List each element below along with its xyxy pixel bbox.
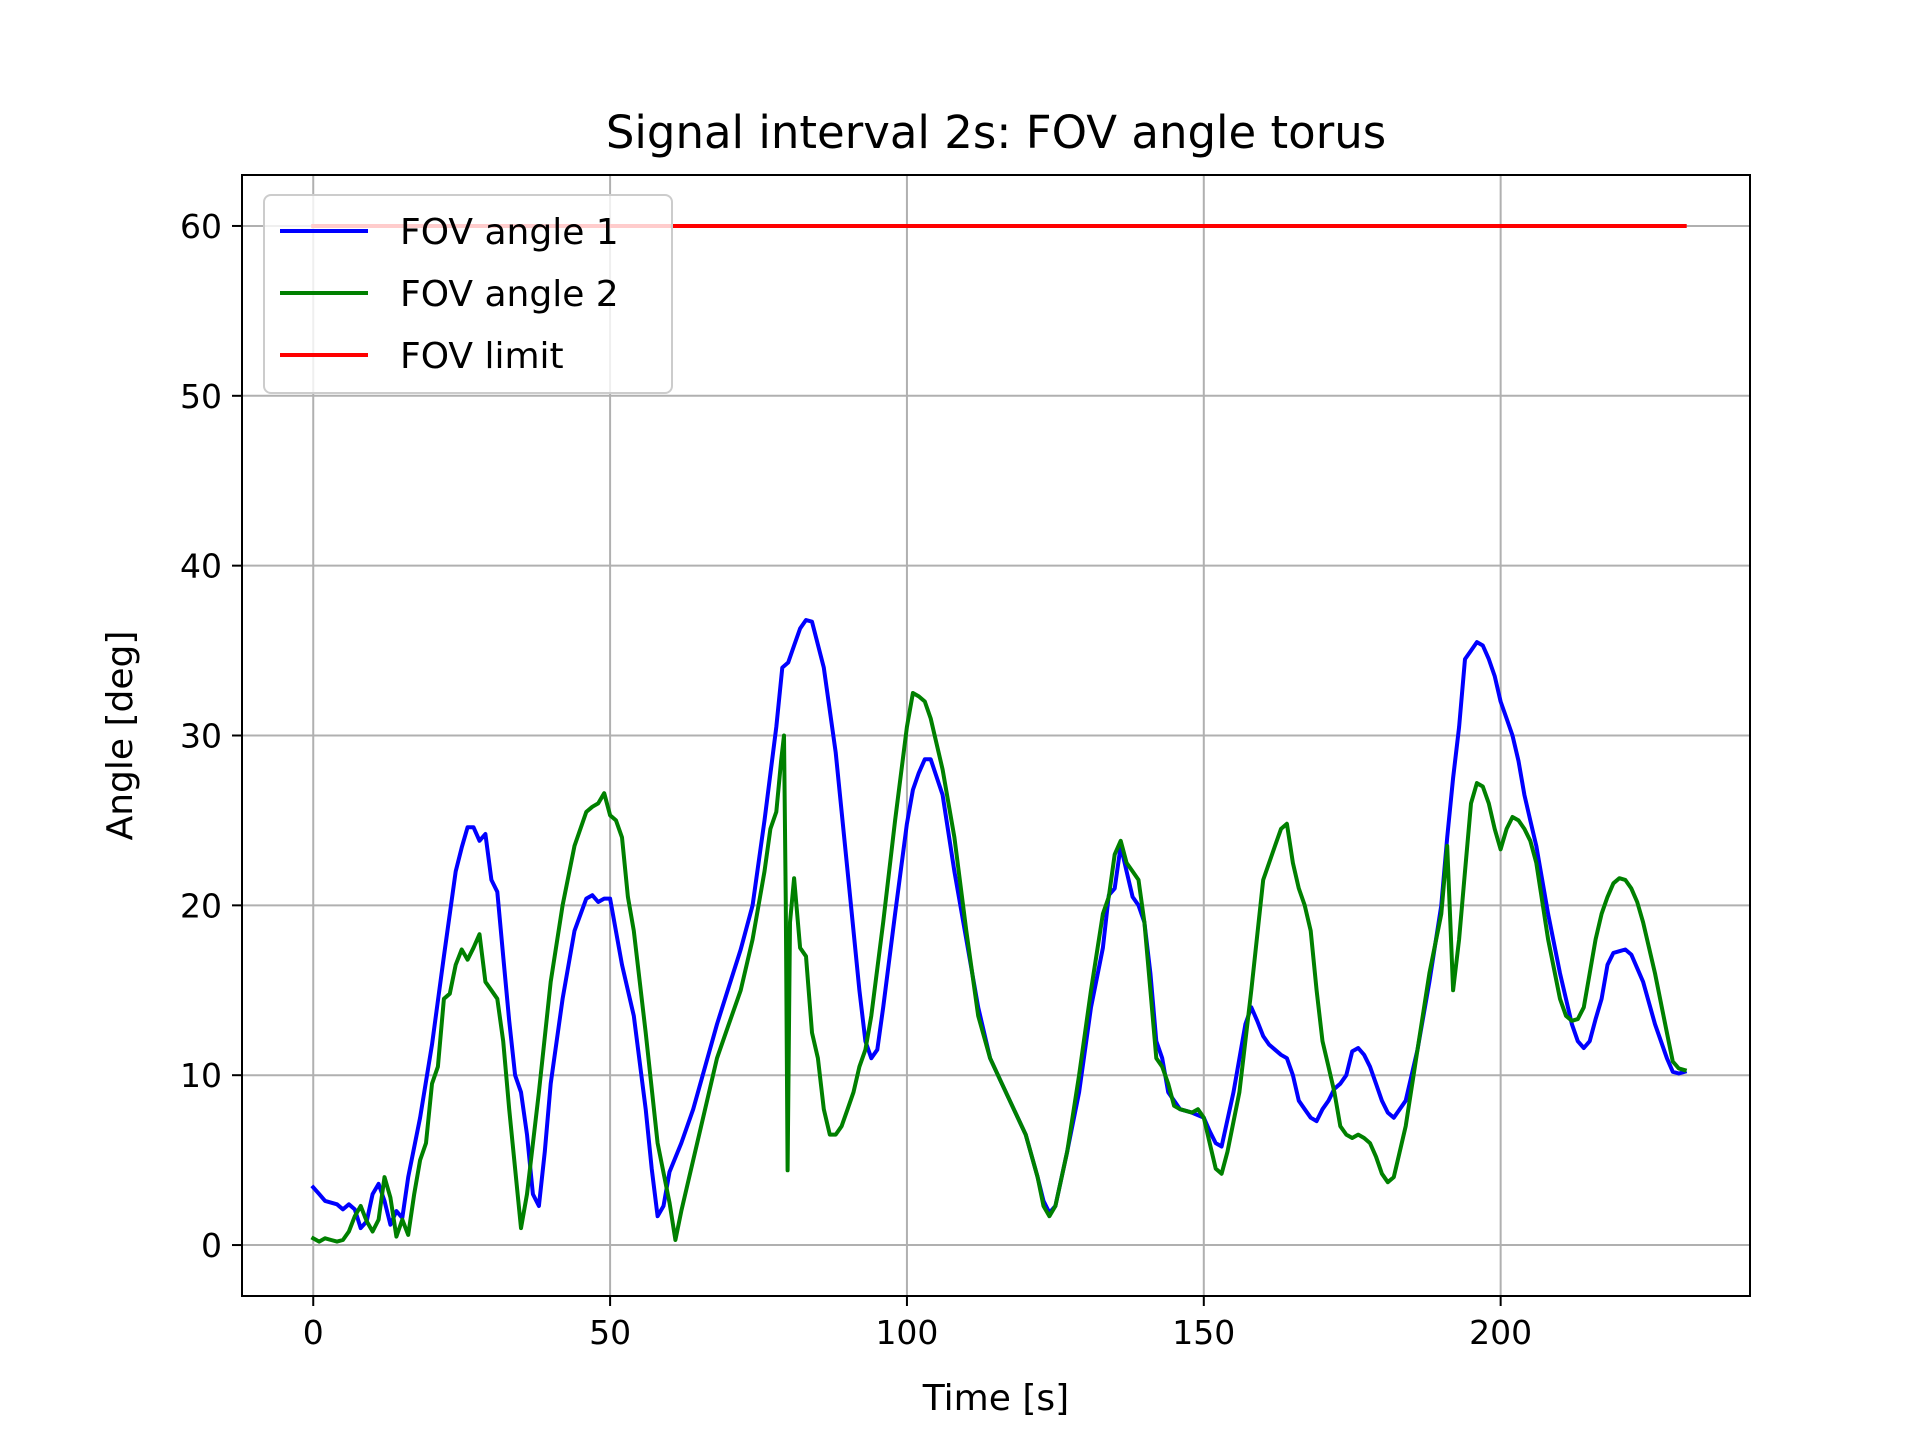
y-tick-label: 20 — [180, 886, 222, 925]
legend-label-1: FOV angle 1 — [400, 212, 619, 253]
y-axis-label: Angle [deg] — [100, 631, 141, 841]
chart-title: Signal interval 2s: FOV angle torus — [606, 106, 1386, 159]
y-tick-label: 40 — [180, 547, 222, 586]
series-line-2 — [310, 691, 1688, 1244]
y-tick-label: 0 — [201, 1226, 222, 1265]
legend-label-2: FOV angle 2 — [400, 274, 619, 315]
x-tick-label: 0 — [303, 1313, 324, 1352]
y-tick-label: 50 — [180, 377, 222, 416]
legend-box — [263, 194, 673, 394]
y-tick-label: 10 — [180, 1056, 222, 1095]
legend-label-3: FOV limit — [400, 336, 564, 377]
x-tick-label: 150 — [1172, 1313, 1235, 1352]
ticks: 0 50 100 150 200 0 10 20 30 40 50 60 — [180, 207, 1532, 1352]
x-tick-label: 200 — [1469, 1313, 1532, 1352]
x-axis-label: Time [s] — [922, 1378, 1069, 1419]
y-tick-label: 30 — [180, 717, 222, 756]
x-tick-label: 100 — [875, 1313, 938, 1352]
y-tick-label: 60 — [180, 207, 222, 246]
legend: FOV angle 1 FOV angle 2 FOV limit — [263, 194, 673, 394]
x-tick-label: 50 — [589, 1313, 631, 1352]
